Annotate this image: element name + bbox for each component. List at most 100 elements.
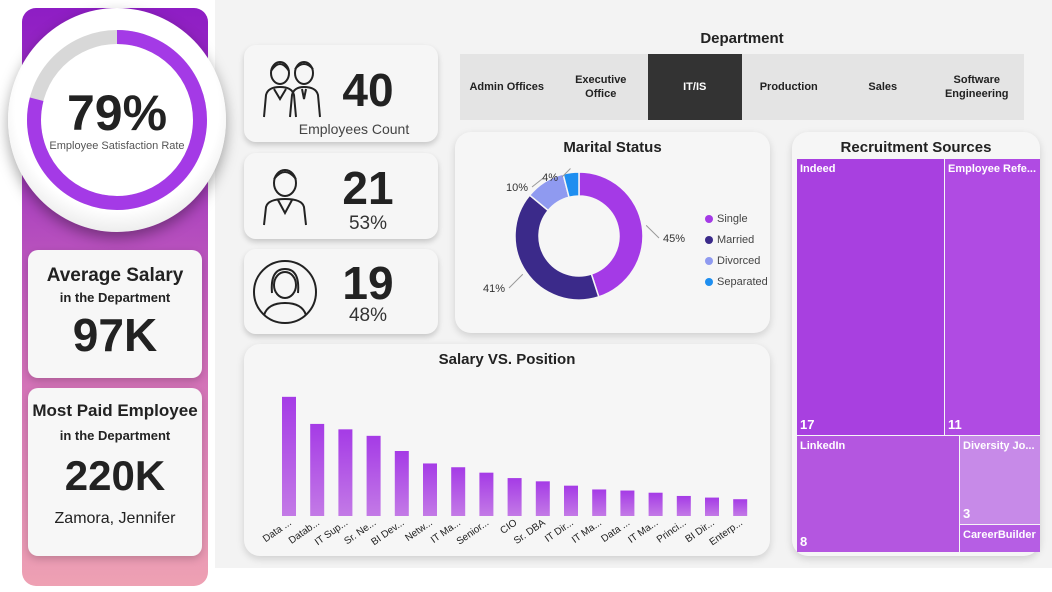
satisfaction-value: 79%	[66, 85, 168, 141]
female-employee-icon	[253, 260, 317, 324]
legend-label: Married	[717, 233, 755, 246]
female-percent-value: 48%	[348, 305, 388, 326]
recruitment-sources-panel: Recruitment Sources Indeed 17 Employee Ref…	[792, 132, 1040, 556]
treemap-cell-count: 3	[963, 506, 971, 521]
bar-13[interactable]	[648, 492, 663, 516]
legend-label: Divorced	[717, 254, 761, 267]
male-count-card: 21 53%	[244, 153, 438, 239]
bar-15[interactable]	[705, 497, 719, 516]
most-paid-value: 220K	[64, 452, 166, 499]
department-option-sales[interactable]: Sales	[836, 54, 930, 120]
bar-12[interactable]	[620, 490, 635, 516]
salary-position-chart: Data ...Datab...IT Sup...Sr. Ne...BI Dev…	[261, 396, 748, 548]
legend-marker	[705, 277, 713, 286]
x-tick-label: Senior...	[455, 517, 491, 547]
department-option-it-is[interactable]: IT/IS	[648, 54, 742, 120]
treemap-cell-careerbuilder[interactable]: CareerBuilder	[960, 525, 1040, 552]
x-tick-label: Sr. DBA	[512, 517, 548, 547]
bar-10[interactable]	[564, 485, 578, 516]
legend-marker	[705, 256, 713, 265]
marital-status-legend: Single Married Divorced Separated	[705, 208, 768, 292]
x-tick-label: Netw...	[403, 517, 434, 544]
legend-label: Separated	[717, 275, 768, 288]
legend-label: Single	[717, 212, 748, 225]
most-paid-title: Most Paid Employee	[32, 401, 198, 420]
treemap-cell-count: 11	[948, 417, 962, 432]
employees-count-value: 40	[342, 64, 394, 116]
donut-leader-line	[561, 168, 571, 178]
legend-item-married[interactable]: Married	[705, 229, 768, 250]
department-option-executive-office[interactable]: Executive Office	[554, 54, 648, 120]
average-salary-subtitle: in the Department	[59, 290, 171, 305]
donut-data-label: 4%	[542, 172, 558, 184]
female-count-card: 19 48%	[244, 249, 438, 334]
department-option-production[interactable]: Production	[742, 54, 836, 120]
legend-item-single[interactable]: Single	[705, 208, 768, 229]
recruitment-sources-title: Recruitment Sources	[840, 139, 992, 156]
male-count-value: 21	[342, 162, 394, 214]
female-count-value: 19	[342, 257, 394, 309]
treemap-cell-indeed[interactable]: Indeed 17	[797, 159, 944, 435]
donut-slice-married[interactable]	[514, 194, 600, 301]
average-salary-title: Average Salary	[46, 265, 184, 286]
treemap-cell-label: CareerBuilder	[963, 529, 1036, 541]
average-salary-card: Average Salary in the Department 97K	[28, 250, 202, 378]
donut-slice-separated[interactable]	[562, 171, 580, 199]
bar-0[interactable]	[282, 396, 296, 516]
marital-status-donut: 45% 41% 10% 4%	[483, 168, 685, 301]
bar-8[interactable]	[507, 478, 522, 516]
treemap-cell-employee-refe[interactable]: Employee Refe... 11	[945, 159, 1040, 435]
treemap-cell-label: Diversity Jo...	[963, 440, 1035, 452]
recruitment-treemap: Indeed 17 Employee Refe... 11 LinkedIn 8 Diver…	[797, 159, 1040, 552]
bar-2[interactable]	[338, 429, 353, 516]
treemap-cell-label: Indeed	[800, 163, 836, 175]
bar-7[interactable]	[479, 472, 494, 516]
donut-leader-line	[508, 273, 524, 289]
bar-4[interactable]	[394, 451, 409, 516]
satisfaction-label: Employee Satisfaction Rate	[49, 140, 185, 152]
department-option-admin-offices[interactable]: Admin Offices	[460, 54, 554, 120]
legend-item-separated[interactable]: Separated	[705, 271, 768, 292]
donut-data-label: 10%	[506, 182, 528, 194]
salary-position-title: Salary VS. Position	[438, 351, 576, 368]
employees-count-card: 40 Employees Count	[244, 45, 438, 142]
average-salary-value: 97K	[72, 309, 158, 361]
bar-6[interactable]	[451, 467, 466, 516]
employees-count-label: Employees Count	[298, 121, 410, 137]
x-tick-label: IT Ma...	[570, 517, 604, 545]
bar-3[interactable]	[366, 435, 381, 516]
satisfaction-gauge	[27, 30, 207, 210]
donut-leader-line	[531, 178, 543, 188]
treemap-cell-label: Employee Refe...	[948, 163, 1037, 175]
bar-9[interactable]	[535, 481, 550, 516]
employees-group-icon	[263, 61, 321, 118]
department-option-software-engineering[interactable]: Software Engineering	[930, 54, 1024, 120]
bar-16[interactable]	[733, 499, 748, 516]
x-tick-label: IT Dir...	[543, 517, 576, 544]
satisfaction-gauge-background	[8, 8, 226, 232]
marital-status-panel: Marital Status 45% 41% 10% 4% Single Married…	[455, 132, 770, 333]
marital-status-title: Marital Status	[563, 139, 662, 156]
salary-position-panel: Salary VS. Position Data ... Datab... IT S…	[244, 344, 770, 556]
treemap-cell-count: 17	[800, 417, 815, 432]
department-slicer-title: Department	[700, 30, 784, 47]
donut-data-label: 41%	[483, 283, 505, 295]
bar-14[interactable]	[676, 495, 691, 516]
donut-leader-line	[645, 225, 660, 239]
x-tick-label: Data ...	[599, 517, 632, 545]
treemap-cell-diversity-jo[interactable]: Diversity Jo... 3	[960, 436, 1040, 524]
x-tick-label: IT Ma...	[626, 517, 660, 545]
bar-5[interactable]	[423, 463, 437, 516]
donut-data-label: 45%	[663, 233, 685, 245]
legend-marker	[705, 235, 713, 244]
male-employee-icon	[263, 169, 307, 226]
bar-11[interactable]	[592, 489, 607, 516]
x-tick-label: Princi...	[655, 517, 689, 545]
most-paid-subtitle: in the Department	[59, 428, 171, 443]
treemap-cell-count: 8	[800, 534, 808, 549]
treemap-cell-label: LinkedIn	[800, 440, 846, 452]
legend-item-divorced[interactable]: Divorced	[705, 250, 768, 271]
bar-1[interactable]	[310, 423, 325, 516]
treemap-cell-linkedin[interactable]: LinkedIn 8	[797, 436, 959, 552]
donut-slice-single[interactable]	[578, 171, 644, 298]
